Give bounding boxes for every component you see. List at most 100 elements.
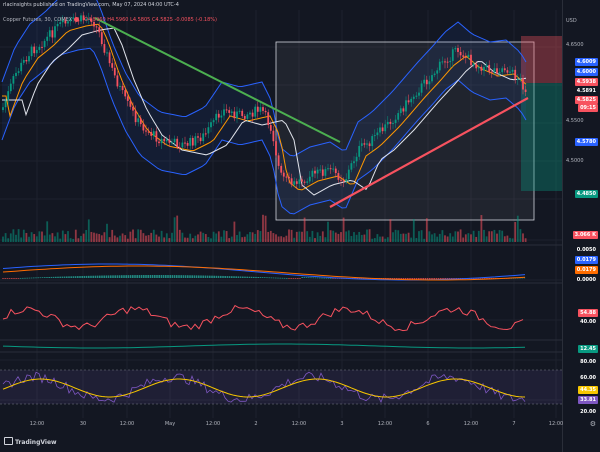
- candle-body: [311, 170, 314, 177]
- volume-bar: [381, 236, 384, 242]
- time-label: 6: [426, 421, 430, 427]
- candle-body: [433, 73, 436, 76]
- candle-body: [35, 49, 38, 54]
- candle-body: [454, 48, 457, 50]
- candle-body: [425, 79, 428, 85]
- position-tool[interactable]: [521, 36, 563, 191]
- stop-zone[interactable]: [521, 36, 563, 83]
- volume-bar: [48, 234, 51, 242]
- macd-histogram-bar: [448, 278, 451, 280]
- macd-histogram-bar: [226, 276, 229, 278]
- volume-bar: [438, 233, 441, 242]
- volume-bar: [189, 233, 192, 242]
- candle-body: [93, 21, 95, 27]
- macd-histogram-bar: [44, 277, 46, 278]
- candle-body: [150, 132, 153, 136]
- volume-bar: [215, 233, 218, 242]
- macd-histogram-bar: [305, 277, 308, 278]
- volume-bar: [480, 215, 483, 242]
- macd-histogram-bar: [297, 278, 299, 279]
- volume-bar: [431, 234, 433, 242]
- brand-text: TradingView: [15, 439, 57, 446]
- volume-bar: [423, 238, 426, 242]
- macd-histogram-bar: [90, 275, 92, 278]
- candle-body: [194, 136, 197, 146]
- macd-histogram-bar: [233, 276, 235, 278]
- volume-bar: [28, 236, 30, 242]
- uptrend-line[interactable]: [329, 97, 529, 208]
- target-zone[interactable]: [521, 83, 563, 191]
- macd-histogram-bar: [358, 278, 361, 279]
- volume-bar: [511, 238, 514, 242]
- volume-tag: 3.066 K: [572, 231, 598, 239]
- macd-histogram-bar: [231, 276, 233, 278]
- macd-histogram-bar: [103, 275, 105, 278]
- volume-bar: [397, 230, 400, 242]
- publish-info: rlacinsights published on TradingView.co…: [3, 2, 179, 8]
- volume-bar: [212, 231, 215, 242]
- candle-body: [420, 83, 423, 93]
- time-label: 12:00: [205, 421, 221, 427]
- downtrend-line[interactable]: [94, 17, 341, 143]
- volume-bar: [275, 234, 277, 242]
- macd-histogram-bar: [77, 276, 79, 278]
- volume-bar: [516, 215, 519, 242]
- price-axis[interactable]: USD 4.6500 4.5500 4.5000 4.6009 4.6000 4…: [562, 0, 600, 452]
- volume-bar: [64, 234, 67, 242]
- volume-bar: [420, 230, 423, 242]
- volume-bar: [259, 231, 262, 242]
- volume-bar: [368, 229, 371, 242]
- macd-histogram-bar: [426, 278, 429, 280]
- volume-bar: [72, 238, 75, 242]
- candle-body: [490, 71, 493, 73]
- volume-bar: [184, 237, 186, 242]
- macd-histogram-bar: [116, 275, 119, 278]
- candle-body: [441, 61, 444, 63]
- volume-bar: [152, 229, 155, 242]
- time-label: 12:00: [463, 421, 479, 427]
- volume-bar: [126, 238, 129, 242]
- candle-body: [33, 46, 36, 54]
- macd-histogram-bar: [323, 277, 325, 279]
- volume-bar: [407, 232, 410, 242]
- candle-body: [82, 15, 85, 21]
- macd-histogram-bar: [50, 276, 53, 278]
- candle-body: [394, 119, 397, 124]
- volume-bar: [314, 238, 316, 242]
- volume-bar: [496, 233, 498, 242]
- volume-bar: [176, 215, 179, 242]
- trend-lines[interactable]: [94, 17, 529, 208]
- candle-body: [501, 68, 504, 73]
- symbol-name[interactable]: Copper Futures, 30, COMEX: [3, 17, 73, 23]
- indicator-panels: [0, 263, 563, 405]
- candle-body: [293, 181, 296, 185]
- volume-bar: [342, 217, 345, 242]
- macd-histogram-bar: [35, 277, 37, 279]
- time-label: 12:00: [548, 421, 564, 427]
- candle-body: [254, 106, 257, 117]
- volume-bar: [433, 233, 436, 242]
- macd-histogram-bar: [290, 278, 292, 279]
- tradingview-brand[interactable]: TradingView: [4, 437, 57, 446]
- macd-histogram-bar: [110, 275, 112, 278]
- price-tag: 4.6000: [574, 68, 598, 76]
- time-label: 3: [340, 421, 344, 427]
- macd-histogram-bar: [308, 277, 310, 279]
- candle-body: [100, 32, 103, 45]
- candle-body: [145, 130, 147, 132]
- candle-body: [477, 66, 480, 69]
- gear-icon[interactable]: ⚙: [589, 420, 596, 428]
- macd-histogram-bar: [275, 277, 277, 279]
- macd-histogram-bar: [393, 278, 396, 280]
- candle-body: [371, 136, 374, 147]
- volume-bar: [386, 237, 389, 242]
- volume-bar: [412, 219, 415, 242]
- candle-body: [379, 127, 381, 133]
- volume-bar: [202, 232, 205, 242]
- macd-histogram-bar: [180, 275, 182, 278]
- volume-bar: [147, 235, 150, 242]
- candle-body: [327, 168, 329, 170]
- macd-histogram-bar: [244, 276, 246, 278]
- candle-body: [184, 142, 186, 144]
